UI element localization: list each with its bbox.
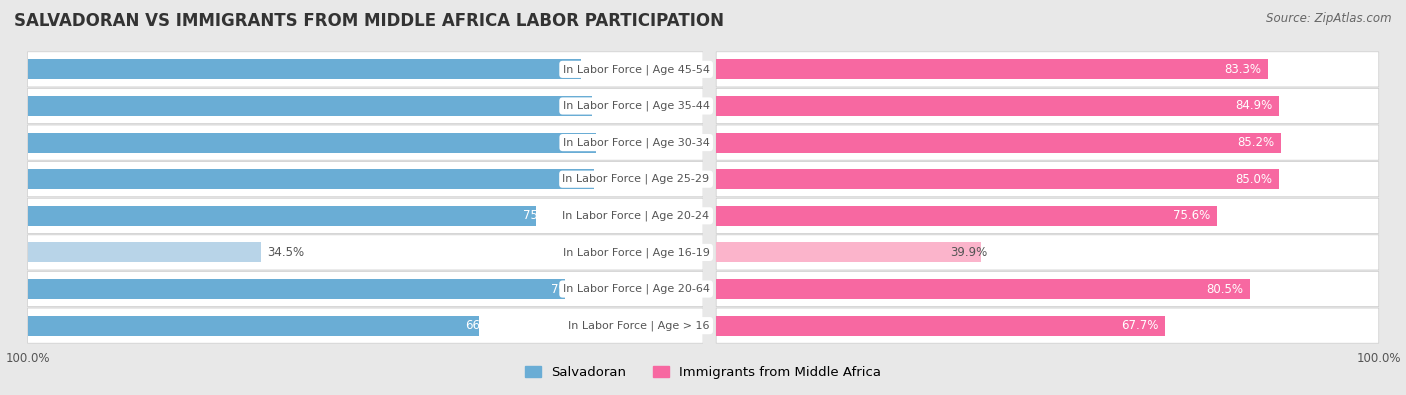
- Bar: [28, 206, 536, 226]
- Text: SALVADORAN VS IMMIGRANTS FROM MIDDLE AFRICA LABOR PARTICIPATION: SALVADORAN VS IMMIGRANTS FROM MIDDLE AFR…: [14, 12, 724, 30]
- Text: 84.2%: 84.2%: [582, 136, 620, 149]
- Text: 79.5%: 79.5%: [551, 282, 588, 295]
- Text: In Labor Force | Age 45-54: In Labor Force | Age 45-54: [562, 64, 710, 75]
- Text: In Labor Force | Age 16-19: In Labor Force | Age 16-19: [562, 247, 710, 258]
- Bar: [28, 96, 592, 116]
- Text: 80.5%: 80.5%: [1206, 282, 1243, 295]
- Bar: [28, 59, 582, 79]
- FancyBboxPatch shape: [716, 198, 1379, 233]
- FancyBboxPatch shape: [716, 88, 1379, 124]
- FancyBboxPatch shape: [716, 308, 1379, 343]
- Text: 84.9%: 84.9%: [1234, 100, 1272, 113]
- FancyBboxPatch shape: [716, 52, 1379, 87]
- Text: In Labor Force | Age 25-29: In Labor Force | Age 25-29: [562, 174, 710, 184]
- FancyBboxPatch shape: [28, 308, 703, 343]
- Bar: [716, 279, 1250, 299]
- Text: In Labor Force | Age 35-44: In Labor Force | Age 35-44: [562, 101, 710, 111]
- Text: In Labor Force | Age > 16: In Labor Force | Age > 16: [568, 320, 710, 331]
- Text: 82.0%: 82.0%: [568, 63, 605, 76]
- Bar: [716, 59, 1268, 79]
- Bar: [28, 279, 565, 299]
- FancyBboxPatch shape: [28, 271, 703, 307]
- FancyBboxPatch shape: [28, 198, 703, 233]
- Bar: [716, 316, 1164, 336]
- Bar: [28, 243, 260, 263]
- Bar: [28, 316, 479, 336]
- Legend: Salvadoran, Immigrants from Middle Africa: Salvadoran, Immigrants from Middle Afric…: [520, 361, 886, 384]
- Text: Source: ZipAtlas.com: Source: ZipAtlas.com: [1267, 12, 1392, 25]
- FancyBboxPatch shape: [28, 125, 703, 160]
- Text: 39.9%: 39.9%: [950, 246, 987, 259]
- Text: 66.8%: 66.8%: [465, 319, 502, 332]
- FancyBboxPatch shape: [716, 162, 1379, 197]
- Text: In Labor Force | Age 20-24: In Labor Force | Age 20-24: [562, 211, 710, 221]
- Text: 75.6%: 75.6%: [1173, 209, 1211, 222]
- Text: 75.3%: 75.3%: [523, 209, 560, 222]
- Bar: [716, 169, 1279, 189]
- Bar: [716, 132, 1281, 152]
- FancyBboxPatch shape: [716, 271, 1379, 307]
- FancyBboxPatch shape: [716, 125, 1379, 160]
- Text: 85.2%: 85.2%: [1237, 136, 1274, 149]
- FancyBboxPatch shape: [716, 235, 1379, 270]
- FancyBboxPatch shape: [28, 52, 703, 87]
- FancyBboxPatch shape: [28, 235, 703, 270]
- FancyBboxPatch shape: [28, 88, 703, 124]
- Text: 83.3%: 83.3%: [1225, 63, 1261, 76]
- Bar: [716, 96, 1278, 116]
- Bar: [28, 169, 593, 189]
- Text: In Labor Force | Age 20-64: In Labor Force | Age 20-64: [562, 284, 710, 294]
- Text: In Labor Force | Age 30-34: In Labor Force | Age 30-34: [562, 137, 710, 148]
- Bar: [716, 243, 980, 263]
- Text: 83.8%: 83.8%: [581, 173, 617, 186]
- Bar: [28, 132, 596, 152]
- Text: 34.5%: 34.5%: [267, 246, 305, 259]
- Text: 67.7%: 67.7%: [1121, 319, 1159, 332]
- Text: 85.0%: 85.0%: [1236, 173, 1272, 186]
- FancyBboxPatch shape: [28, 162, 703, 197]
- Text: 83.6%: 83.6%: [579, 100, 616, 113]
- Bar: [716, 206, 1218, 226]
